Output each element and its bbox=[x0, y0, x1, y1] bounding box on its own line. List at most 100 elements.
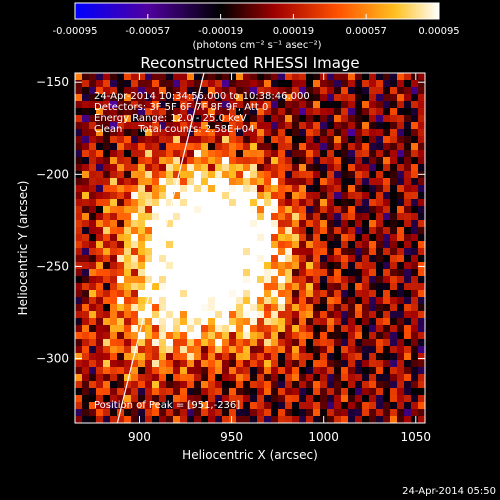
heatmap-cell bbox=[418, 192, 425, 200]
heatmap-cell bbox=[215, 276, 223, 284]
heatmap-cell bbox=[348, 297, 356, 305]
heatmap-cell bbox=[89, 192, 97, 200]
heatmap-cell bbox=[215, 395, 223, 403]
heatmap-cell bbox=[96, 409, 104, 417]
heatmap-cell bbox=[166, 290, 174, 298]
heatmap-cell bbox=[159, 241, 167, 249]
heatmap-cell bbox=[131, 199, 139, 207]
heatmap-cell bbox=[180, 409, 188, 417]
heatmap-cell bbox=[264, 416, 272, 423]
heatmap-cell bbox=[404, 346, 412, 354]
heatmap-cell bbox=[131, 80, 139, 88]
heatmap-cell bbox=[285, 122, 293, 130]
heatmap-cell bbox=[411, 129, 419, 137]
heatmap-cell bbox=[320, 395, 328, 403]
heatmap-cell bbox=[376, 87, 384, 95]
heatmap-cell bbox=[271, 388, 279, 396]
heatmap-cell bbox=[159, 87, 167, 95]
heatmap-cell bbox=[152, 108, 160, 116]
heatmap-cell bbox=[411, 108, 419, 116]
heatmap-cell bbox=[404, 283, 412, 291]
heatmap-cell bbox=[271, 262, 279, 270]
heatmap-cell bbox=[397, 80, 405, 88]
heatmap-cell bbox=[229, 213, 237, 221]
heatmap-cell bbox=[138, 395, 146, 403]
heatmap-cell bbox=[138, 101, 146, 109]
heatmap-cell bbox=[187, 101, 195, 109]
heatmap-cell bbox=[334, 402, 342, 410]
heatmap-cell bbox=[201, 381, 209, 389]
heatmap-cell bbox=[145, 416, 153, 423]
heatmap-cell bbox=[334, 241, 342, 249]
heatmap-cell bbox=[89, 283, 97, 291]
heatmap-cell bbox=[411, 304, 419, 312]
heatmap-cell bbox=[271, 150, 279, 158]
heatmap-cell bbox=[152, 395, 160, 403]
heatmap-cell bbox=[145, 255, 153, 263]
heatmap-cell bbox=[229, 262, 237, 270]
heatmap-cell bbox=[299, 374, 307, 382]
heatmap-cell bbox=[82, 339, 90, 347]
heatmap-cell bbox=[166, 374, 174, 382]
heatmap-cell bbox=[390, 213, 398, 221]
heatmap-cell bbox=[292, 255, 300, 263]
heatmap-cell bbox=[243, 227, 251, 235]
heatmap-cell bbox=[397, 220, 405, 228]
heatmap-cell bbox=[236, 332, 244, 340]
heatmap-cell bbox=[96, 325, 104, 333]
heatmap-cell bbox=[292, 269, 300, 277]
heatmap-cell bbox=[341, 122, 349, 130]
heatmap-cell bbox=[194, 248, 202, 256]
heatmap-cell bbox=[257, 374, 265, 382]
heatmap-cell bbox=[166, 199, 174, 207]
heatmap-cell bbox=[229, 178, 237, 186]
heatmap-cell bbox=[124, 290, 132, 298]
heatmap-cell bbox=[292, 339, 300, 347]
heatmap-cell bbox=[411, 395, 419, 403]
heatmap-cell bbox=[369, 94, 377, 102]
heatmap-cell bbox=[222, 409, 230, 417]
heatmap-cell bbox=[75, 213, 83, 221]
heatmap-cell bbox=[82, 94, 90, 102]
heatmap-cell bbox=[117, 402, 125, 410]
heatmap-cell bbox=[355, 213, 363, 221]
heatmap-cell bbox=[82, 108, 90, 116]
heatmap-cell bbox=[320, 171, 328, 179]
heatmap-cell bbox=[306, 409, 314, 417]
heatmap-cell bbox=[327, 290, 335, 298]
heatmap-cell bbox=[194, 129, 202, 137]
heatmap-cell bbox=[89, 381, 97, 389]
heatmap-cell bbox=[103, 143, 111, 151]
heatmap-cell bbox=[341, 192, 349, 200]
heatmap-cell bbox=[320, 248, 328, 256]
heatmap-cell bbox=[285, 185, 293, 193]
heatmap-cell bbox=[271, 360, 279, 368]
heatmap-cell bbox=[250, 178, 258, 186]
heatmap-cell bbox=[243, 381, 251, 389]
heatmap-cell bbox=[362, 402, 370, 410]
heatmap-cell bbox=[243, 374, 251, 382]
heatmap-cell bbox=[362, 220, 370, 228]
heatmap-cell bbox=[96, 234, 104, 242]
heatmap-cell bbox=[208, 94, 216, 102]
heatmap-cell bbox=[229, 241, 237, 249]
heatmap-cell bbox=[285, 199, 293, 207]
heatmap-cell bbox=[376, 136, 384, 144]
heatmap-cell bbox=[222, 395, 230, 403]
heatmap-cell bbox=[187, 346, 195, 354]
heatmap-cell bbox=[271, 325, 279, 333]
heatmap-cell bbox=[131, 318, 139, 326]
heatmap-cell bbox=[236, 143, 244, 151]
heatmap-cell bbox=[411, 73, 419, 81]
heatmap-cell bbox=[180, 374, 188, 382]
heatmap-cell bbox=[397, 206, 405, 214]
heatmap-cell bbox=[180, 192, 188, 200]
heatmap-cell bbox=[180, 360, 188, 368]
heatmap-cell bbox=[306, 192, 314, 200]
heatmap-cell bbox=[110, 255, 118, 263]
heatmap-cell bbox=[187, 157, 195, 165]
heatmap-cell bbox=[243, 136, 251, 144]
heatmap-cell bbox=[124, 325, 132, 333]
heatmap-cell bbox=[397, 402, 405, 410]
